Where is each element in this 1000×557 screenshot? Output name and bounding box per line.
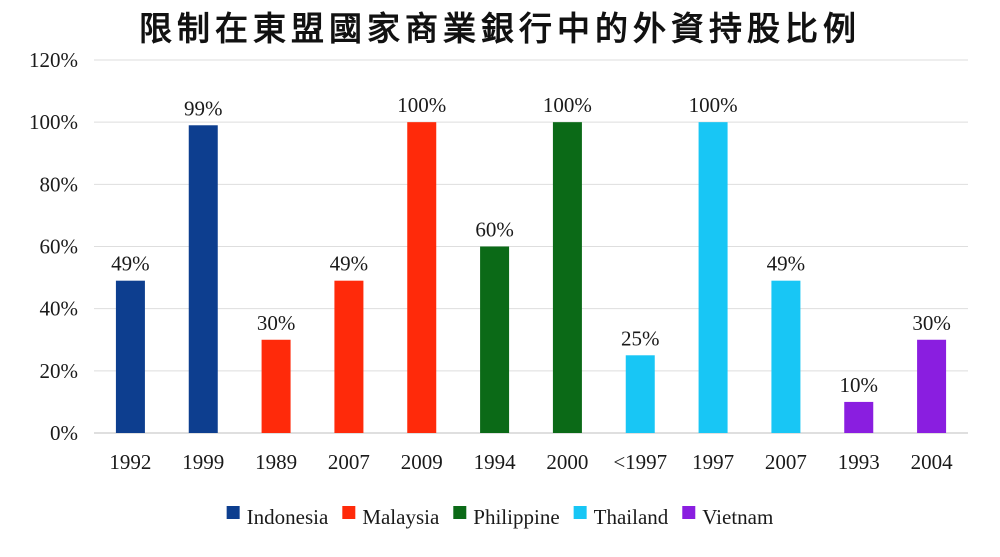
legend-swatch bbox=[573, 506, 587, 519]
y-tick-label: 60% bbox=[40, 235, 79, 259]
data-label: 49% bbox=[767, 252, 806, 276]
x-tick-label: 2007 bbox=[328, 450, 370, 474]
bars bbox=[115, 122, 947, 434]
x-tick-label: 2004 bbox=[911, 450, 954, 474]
data-label: 60% bbox=[475, 218, 514, 242]
data-label: 100% bbox=[397, 93, 446, 117]
x-axis-ticks: 1992 1999 1989 2007 2009 1994 2000 <1997 1997 200… bbox=[109, 450, 953, 474]
data-label: 49% bbox=[111, 252, 150, 276]
bar bbox=[407, 122, 437, 434]
legend-label: Malaysia bbox=[362, 505, 440, 529]
x-tick-label: 1989 bbox=[255, 450, 297, 474]
data-label: 100% bbox=[689, 93, 738, 117]
bar bbox=[115, 280, 145, 433]
legend-item: Malaysia bbox=[342, 505, 440, 529]
data-label: 30% bbox=[912, 311, 951, 335]
data-labels: 49% 99% 30% 49% 100% 60% 100% 25% 100% 49% 10% 30% bbox=[111, 93, 951, 397]
bar bbox=[261, 339, 291, 433]
legend: Indonesia Malaysia Philippine Thailand Vietn… bbox=[226, 505, 773, 529]
legend-swatch bbox=[342, 506, 356, 519]
legend-item: Indonesia bbox=[226, 505, 329, 529]
legend-item: Thailand bbox=[573, 505, 669, 529]
x-tick-label: 1999 bbox=[182, 450, 224, 474]
legend-swatch bbox=[453, 506, 467, 519]
bar bbox=[334, 280, 364, 433]
x-tick-label: 2000 bbox=[546, 450, 588, 474]
y-tick-label: 100% bbox=[29, 110, 78, 134]
y-axis-ticks: 0% 20% 40% 60% 80% 100% 120% bbox=[29, 48, 78, 445]
legend-label: Thailand bbox=[594, 505, 669, 529]
bar bbox=[552, 122, 582, 434]
y-tick-label: 40% bbox=[40, 297, 79, 321]
x-tick-label: 1994 bbox=[474, 450, 517, 474]
legend-label: Vietnam bbox=[702, 505, 773, 529]
bar bbox=[625, 355, 655, 433]
y-tick-label: 0% bbox=[50, 421, 78, 445]
data-label: 10% bbox=[840, 373, 879, 397]
data-label: 30% bbox=[257, 311, 296, 335]
bar bbox=[844, 401, 874, 433]
x-tick-label: 1997 bbox=[692, 450, 734, 474]
y-tick-label: 120% bbox=[29, 48, 78, 72]
legend-label: Indonesia bbox=[247, 505, 329, 529]
y-tick-label: 20% bbox=[40, 359, 79, 383]
x-tick-label: 2009 bbox=[401, 450, 443, 474]
data-label: 99% bbox=[184, 96, 223, 120]
bar bbox=[698, 122, 728, 434]
legend-swatch bbox=[226, 506, 240, 519]
x-tick-label: 1992 bbox=[109, 450, 151, 474]
data-label: 49% bbox=[330, 252, 369, 276]
chart-title: 限制在東盟國家商業銀行中的外資持股比例 bbox=[139, 9, 861, 48]
legend-label: Philippine bbox=[473, 505, 559, 529]
bar bbox=[917, 339, 947, 433]
x-tick-label: 2007 bbox=[765, 450, 807, 474]
y-tick-label: 80% bbox=[40, 172, 79, 196]
legend-swatch bbox=[682, 506, 696, 519]
bar bbox=[771, 280, 801, 433]
data-label: 25% bbox=[621, 326, 660, 350]
data-label: 100% bbox=[543, 93, 592, 117]
legend-item: Vietnam bbox=[682, 505, 773, 529]
bar bbox=[188, 125, 218, 434]
legend-item: Philippine bbox=[453, 505, 560, 529]
gridlines bbox=[94, 59, 968, 434]
x-tick-label: <1997 bbox=[613, 450, 667, 474]
x-tick-label: 1993 bbox=[838, 450, 880, 474]
bar bbox=[480, 246, 510, 433]
